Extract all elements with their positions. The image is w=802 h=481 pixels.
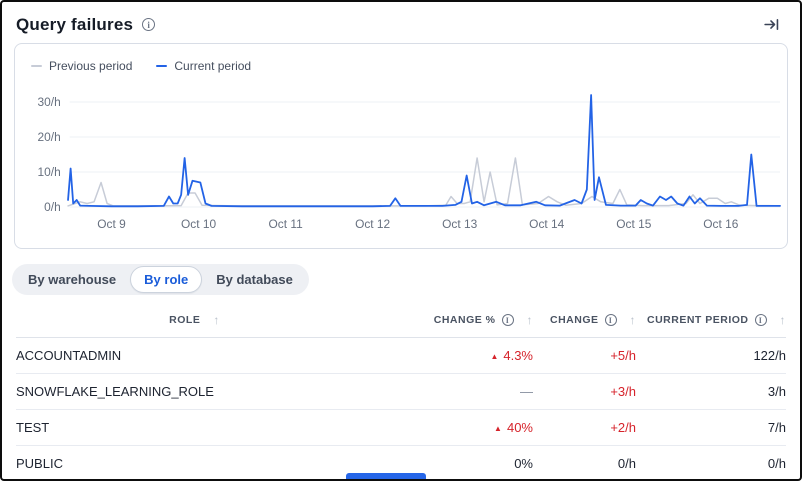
column-header-change-: CHANGE % i ↑ — [373, 304, 533, 338]
info-icon[interactable]: i — [604, 314, 617, 326]
chart-legend: Previous period Current period — [31, 59, 251, 73]
failures-chart-card: Previous period Current period 0/h 10/h 20… — [14, 43, 788, 249]
page-title: Query failures — [16, 14, 134, 34]
current-period-cell: 122/h — [636, 337, 786, 374]
y-tick-label: 20/h — [38, 130, 61, 144]
x-tick-label: Oct 11 — [268, 217, 303, 231]
change-pct-cell: ▲ 4.3% — [373, 337, 533, 374]
table-header-row: ROLE ↑ CHANGE % i ↑ CHANGE i ↑ CURRENT PERIOD i ↑ — [16, 304, 786, 338]
tab-by-warehouse[interactable]: By warehouse — [14, 266, 130, 293]
change-cell: +2/h — [533, 409, 636, 446]
previous-period-swatch — [31, 64, 42, 68]
sort-ascending-icon[interactable]: ↑ — [526, 313, 533, 327]
y-tick-label: 10/h — [38, 165, 61, 179]
collapse-panel-button[interactable] — [761, 14, 782, 35]
title-info-icon[interactable]: i — [142, 18, 156, 31]
column-header-current-period: CURRENT PERIOD i ↑ — [636, 304, 786, 338]
x-tick-label: Oct 14 — [529, 217, 564, 231]
tab-by-role[interactable]: By role — [130, 266, 203, 293]
x-tick-label: Oct 12 — [355, 217, 390, 231]
role-cell: SNOWFLAKE_LEARNING_ROLE — [16, 373, 373, 410]
trend-up-icon: ▲ — [494, 424, 502, 433]
change-pct-cell: — — [373, 373, 533, 410]
x-tick-label: Oct 10 — [181, 217, 216, 231]
sort-ascending-icon[interactable]: ↑ — [213, 313, 220, 327]
x-tick-label: Oct 9 — [97, 217, 126, 231]
info-icon[interactable]: i — [501, 314, 514, 326]
change-cell: 0/h — [533, 445, 636, 479]
current-period-cell: 7/h — [636, 409, 786, 446]
table-row[interactable]: TEST ▲ 40% +2/h 7/h — [16, 409, 786, 446]
sort-ascending-icon[interactable]: ↑ — [779, 313, 786, 327]
table-body: ACCOUNTADMIN ▲ 4.3% +5/h 122/h SNOWFLAKE_LEAR… — [16, 337, 786, 479]
column-header-inner: CURRENT PERIOD i ↑ — [647, 313, 786, 327]
change-pct-value: — — [520, 384, 533, 399]
tabs-row: By warehouse By role By database — [12, 264, 800, 295]
column-label: CHANGE — [549, 314, 599, 326]
roles-table: ROLE ↑ CHANGE % i ↑ CHANGE i ↑ CURRENT PERIOD i ↑ … — [16, 304, 786, 479]
column-header-change: CHANGE i ↑ — [533, 304, 636, 338]
column-header-inner: CHANGE % i ↑ — [434, 313, 533, 327]
change-pct-value: 40% — [506, 420, 533, 435]
current-period-cell: 0/h — [636, 445, 786, 479]
change-pct-value: 0% — [514, 456, 533, 471]
y-tick-label: 30/h — [38, 95, 61, 109]
legend-label: Previous period — [49, 59, 133, 73]
x-tick-label: Oct 13 — [442, 217, 477, 231]
chart-line-current-period — [67, 94, 781, 208]
x-tick-label: Oct 15 — [616, 217, 651, 231]
change-pct-value: 4.3% — [503, 348, 533, 363]
sort-ascending-icon[interactable]: ↑ — [629, 313, 636, 327]
x-tick-label: Oct 16 — [703, 217, 738, 231]
column-label: CURRENT PERIOD — [646, 314, 749, 326]
tab-by-database[interactable]: By database — [202, 266, 307, 293]
legend-item-current: Current period — [156, 59, 251, 73]
change-cell: +5/h — [533, 337, 636, 374]
current-period-swatch — [156, 64, 168, 68]
panel-header: Query failures i — [2, 2, 800, 41]
table-row[interactable]: ACCOUNTADMIN ▲ 4.3% +5/h 122/h — [16, 337, 786, 374]
failures-chart[interactable]: 0/h 10/h 20/h 30/h Oct 9 Oct 10 Oct 11 Oct 12 Oc… — [15, 44, 787, 248]
column-label: CHANGE % — [433, 314, 496, 326]
roles-table-wrap: ROLE ↑ CHANGE % i ↑ CHANGE i ↑ CURRENT PERIOD i ↑ … — [16, 304, 786, 479]
change-pct-cell: 0% — [373, 445, 533, 479]
column-label: ROLE — [169, 314, 201, 326]
role-cell: TEST — [16, 409, 373, 446]
view-tabs: By warehouse By role By database — [12, 264, 309, 295]
y-tick-label: 0/h — [44, 200, 61, 214]
legend-item-previous: Previous period — [31, 59, 132, 73]
chart-line-previous-period — [67, 157, 781, 207]
column-header-inner: ROLE ↑ — [169, 313, 220, 327]
role-cell: ACCOUNTADMIN — [16, 337, 373, 374]
table-row[interactable]: SNOWFLAKE_LEARNING_ROLE — +3/h 3/h — [16, 373, 786, 410]
trend-up-icon: ▲ — [490, 352, 499, 361]
column-header-role: ROLE ↑ — [16, 304, 373, 338]
change-pct-cell: ▲ 40% — [373, 409, 533, 446]
change-cell: +3/h — [533, 373, 636, 410]
horizontal-scrollbar-thumb[interactable] — [346, 473, 426, 479]
role-cell: PUBLIC — [16, 445, 373, 479]
legend-label: Current period — [174, 59, 252, 73]
info-icon[interactable]: i — [754, 314, 767, 326]
current-period-cell: 3/h — [636, 373, 786, 410]
column-header-inner: CHANGE i ↑ — [550, 313, 636, 327]
arrow-to-bar-icon — [764, 19, 779, 30]
table-row[interactable]: PUBLIC 0% 0/h 0/h — [16, 445, 786, 479]
